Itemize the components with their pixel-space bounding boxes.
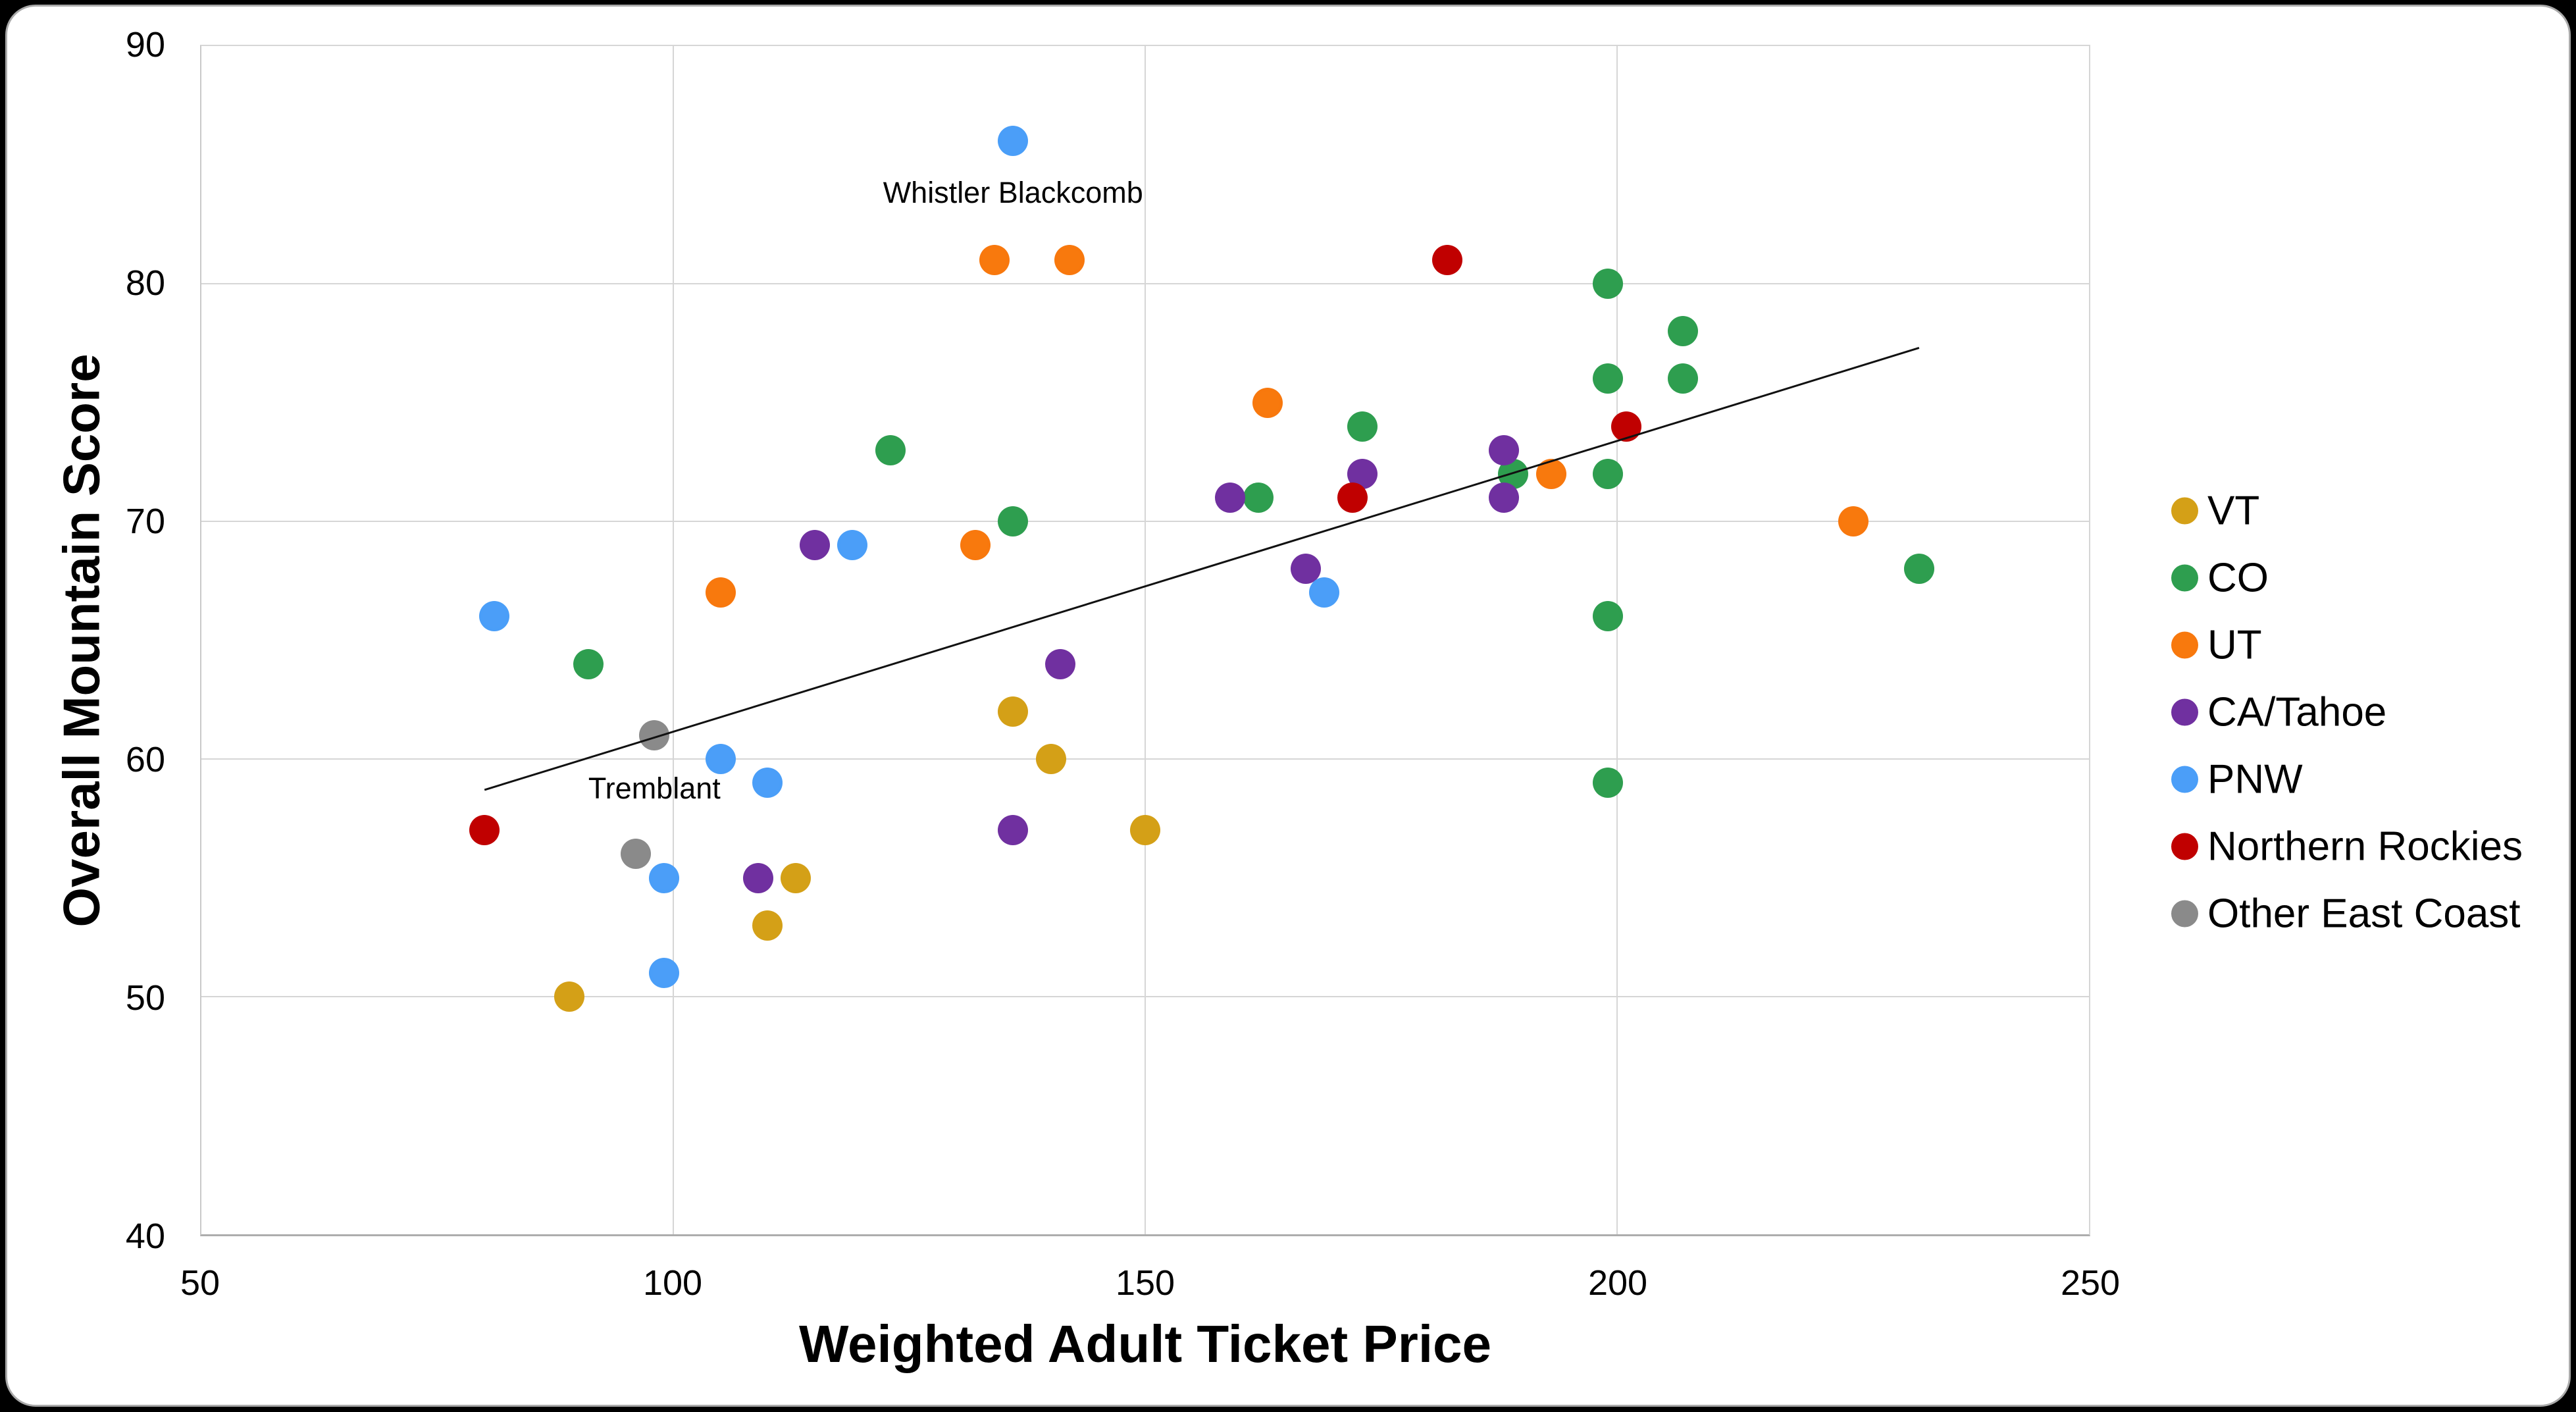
point-ut-163-75 (1252, 387, 1283, 418)
point-ca-tahoe-159-71 (1215, 482, 1246, 513)
point-co-173-74 (1347, 411, 1378, 442)
point-co-199-66 (1592, 601, 1623, 632)
legend-label-ca-tahoe: CA/Tahoe (2207, 689, 2387, 735)
y-tick-label-60: 60 (125, 740, 165, 779)
point-vt-136-62 (998, 696, 1029, 727)
point-co-207-76 (1668, 363, 1699, 394)
point-northern-rockies-80-57 (469, 815, 500, 846)
point-vt-140-60 (1035, 744, 1066, 774)
point-ut-225-70 (1838, 506, 1868, 536)
point-vt-110-53 (752, 910, 783, 941)
x-tick-label-100: 100 (642, 1263, 703, 1303)
point-northern-rockies-172-71 (1337, 482, 1368, 513)
point-pnw-99-51 (648, 957, 679, 988)
point-co-199-76 (1592, 363, 1623, 394)
legend-label-pnw: PNW (2207, 756, 2303, 802)
point-co-123-73 (875, 434, 906, 465)
x-tick-label-50: 50 (180, 1263, 220, 1303)
point-ca-tahoe-141-64 (1044, 648, 1075, 679)
point-ut-132-69 (960, 530, 991, 561)
x-tick-label-200: 200 (1587, 1263, 1648, 1303)
gridline-y-50 (201, 996, 2089, 997)
y-tick-label-80: 80 (125, 263, 165, 303)
y-tick-label-90: 90 (125, 25, 165, 65)
point-co-136-70 (998, 506, 1029, 536)
legend-label-ut: UT (2207, 622, 2262, 668)
legend-item-ca-tahoe: CA/Tahoe (2171, 689, 2386, 736)
point-other-east-coast-96-56 (620, 839, 651, 870)
legend-label-northern-rockies: Northern Rockies (2207, 824, 2523, 870)
legend-swatch-co (2171, 564, 2198, 592)
point-vt-89-50 (554, 981, 585, 1012)
x-axis-title: Weighted Adult Ticket Price (798, 1315, 1492, 1373)
legend-item-northern-rockies: Northern Rockies (2171, 824, 2523, 870)
point-pnw-136-86 (998, 126, 1029, 157)
point-northern-rockies-182-81 (1431, 244, 1462, 275)
legend-swatch-other-east-coast (2171, 900, 2198, 928)
point-co-91-64 (573, 648, 604, 679)
legend-swatch-ut (2171, 631, 2198, 659)
legend-swatch-northern-rockies (2171, 833, 2198, 860)
legend-item-pnw: PNW (2171, 756, 2303, 803)
point-ca-tahoe-188-73 (1488, 434, 1519, 465)
point-co-199-80 (1592, 269, 1623, 299)
point-northern-rockies-201-74 (1611, 411, 1642, 442)
point-co-199-72 (1592, 458, 1623, 489)
legend-label-other-east-coast: Other East Coast (2207, 891, 2521, 937)
x-tick-label-150: 150 (1115, 1263, 1175, 1303)
point-ut-134-81 (979, 244, 1010, 275)
annotation-tremblant: Tremblant (588, 771, 721, 805)
y-axis-title: Overall Mountain Score (52, 353, 111, 928)
legend-item-vt: VT (2171, 488, 2259, 535)
point-co-199-59 (1592, 768, 1623, 798)
point-co-207-78 (1668, 316, 1699, 347)
chart-card: Whistler Blackcomb Tremblant 40 50 60 70 80 90… (5, 5, 2571, 1407)
point-pnw-81-66 (478, 601, 509, 632)
y-tick-label-70: 70 (125, 502, 165, 541)
annotation-whistler-blackcomb: Whistler Blackcomb (883, 175, 1143, 209)
gridline-y-70 (201, 521, 2089, 522)
point-ca-tahoe-167-68 (1290, 554, 1321, 585)
y-tick-label-50: 50 (125, 978, 165, 1018)
legend-item-ut: UT (2171, 622, 2262, 669)
plot-area: Whistler Blackcomb Tremblant (200, 45, 2090, 1236)
point-ca-tahoe-136-57 (998, 815, 1029, 846)
legend-item-co: CO (2171, 555, 2269, 602)
point-pnw-105-60 (705, 744, 736, 774)
point-ca-tahoe-188-71 (1488, 482, 1519, 513)
point-pnw-99-55 (648, 862, 679, 893)
point-ut-105-67 (705, 577, 736, 608)
point-ut-142-81 (1054, 244, 1085, 275)
legend-label-co: CO (2207, 555, 2269, 601)
gridline-x-200 (1616, 46, 1618, 1234)
point-pnw-169-67 (1309, 577, 1340, 608)
point-vt-113-55 (781, 862, 811, 893)
gridline-x-100 (673, 46, 674, 1234)
legend-swatch-ca-tahoe (2171, 698, 2198, 726)
point-co-232-68 (1903, 554, 1934, 585)
point-vt-150-57 (1130, 815, 1160, 846)
legend-label-vt: VT (2207, 488, 2260, 534)
x-tick-label-250: 250 (2060, 1263, 2121, 1303)
y-tick-label-40: 40 (125, 1216, 165, 1256)
gridline-x-150 (1145, 46, 1146, 1234)
legend-item-other-east-coast: Other East Coast (2171, 891, 2521, 937)
legend-swatch-pnw (2171, 766, 2198, 793)
point-ca-tahoe-115-69 (800, 530, 831, 561)
gridline-y-60 (201, 758, 2089, 760)
gridline-y-80 (201, 283, 2089, 284)
trendline (484, 347, 1920, 791)
point-ca-tahoe-109-55 (743, 862, 774, 893)
point-pnw-119-69 (837, 530, 868, 561)
legend-swatch-vt (2171, 497, 2198, 525)
point-pnw-110-59 (752, 768, 783, 798)
